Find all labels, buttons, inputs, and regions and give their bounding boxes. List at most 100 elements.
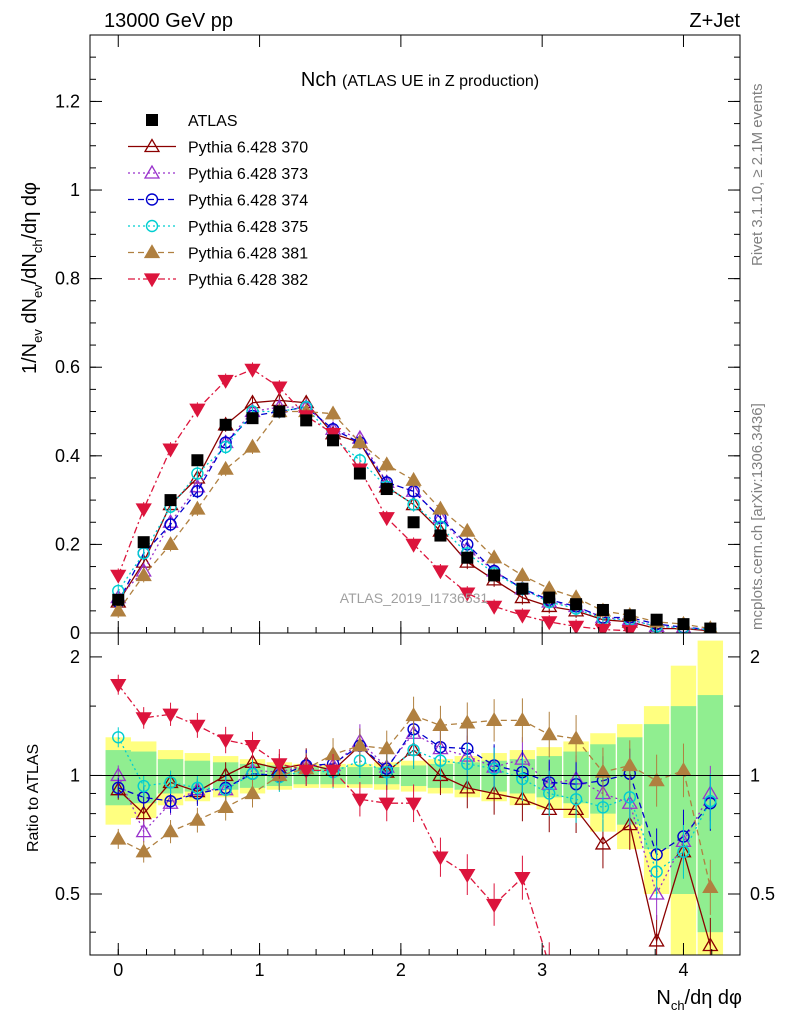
series-point	[162, 443, 179, 458]
legend-label: Pythia 6.428 374	[188, 193, 308, 210]
data-point	[543, 591, 556, 604]
ratio-point	[459, 779, 476, 794]
data-point	[516, 582, 529, 595]
series-point	[407, 485, 420, 498]
ratio-tick-label-right: 0.5	[750, 884, 775, 904]
series-point	[485, 549, 503, 564]
ratio-point	[596, 801, 610, 814]
data-point	[623, 609, 636, 622]
series-point	[271, 381, 288, 396]
legend-label: Pythia 6.428 382	[188, 272, 308, 289]
ratio-point	[459, 868, 476, 883]
ratio-point	[594, 835, 612, 850]
ratio-line	[118, 728, 711, 856]
y-tick-label: 0.2	[55, 534, 80, 554]
ratio-point	[485, 785, 503, 800]
ratio-point	[432, 851, 449, 866]
data-point	[219, 418, 232, 431]
ratio-point	[623, 791, 636, 804]
x-tick-label: 0	[113, 960, 123, 980]
ratio-point	[648, 885, 665, 900]
y-tick-label: 0.8	[55, 269, 80, 289]
ratio-point	[135, 843, 152, 858]
legend-label: ATLAS	[188, 113, 238, 130]
series-point	[217, 374, 234, 389]
ratio-point	[650, 865, 663, 878]
ratio-point	[217, 799, 234, 813]
main-panel-series	[110, 362, 718, 633]
ratio-point	[514, 712, 531, 727]
ratio-panel-series	[110, 674, 719, 955]
energy-label: 13000 GeV pp	[104, 10, 233, 32]
ratio-point	[244, 740, 261, 754]
ratio-point	[541, 726, 558, 741]
ratio-point	[271, 758, 288, 773]
rivet-label: Rivet 3.1.10, ≥ 2.1M events	[749, 84, 766, 267]
data-point	[137, 536, 150, 549]
legend-marker	[146, 114, 158, 126]
ratio-point	[110, 679, 127, 693]
ratio-point	[702, 937, 719, 952]
series-point	[541, 616, 558, 631]
ratio-point	[516, 772, 529, 786]
series-point	[459, 522, 476, 537]
data-point	[273, 405, 286, 418]
y-tick-label: 0.6	[55, 357, 80, 377]
legend-label: Pythia 6.428 375	[188, 219, 308, 236]
y-tick-label: 0	[70, 623, 80, 643]
ratio-point	[514, 790, 531, 805]
series-point	[189, 403, 206, 418]
series-point	[485, 600, 503, 615]
series-point	[191, 467, 204, 480]
ratio-y-axis-label: Ratio to ATLAS	[25, 744, 42, 852]
ratio-point	[112, 731, 125, 744]
ratio-point	[164, 795, 177, 808]
data-point	[164, 494, 177, 507]
ratio-point	[459, 714, 476, 729]
ratio-point	[485, 898, 503, 913]
series-point	[514, 589, 531, 604]
ratio-panel-frame	[89, 632, 741, 956]
data-point	[596, 603, 609, 616]
series-point	[219, 440, 232, 454]
ratio-point	[164, 776, 177, 789]
mcplots-label: mcplots.cern.ch [arXiv:1306.3436]	[749, 403, 766, 630]
ratio-point	[702, 879, 719, 893]
ratio-point	[135, 823, 152, 838]
data-point	[488, 569, 501, 582]
plot-title: Nch (ATLAS UE in Z production)	[301, 69, 539, 91]
series-point	[135, 567, 152, 582]
ratio-point	[217, 734, 234, 749]
series-point	[514, 609, 531, 624]
process-label: Z+Jet	[689, 10, 740, 32]
ratio-point	[135, 712, 152, 727]
legend-marker	[143, 244, 161, 259]
legend-label: Pythia 6.428 370	[188, 140, 308, 157]
series-point	[405, 538, 422, 553]
series-point	[244, 438, 261, 453]
ratio-point	[487, 762, 501, 775]
legend-label: Pythia 6.428 381	[188, 246, 308, 263]
series-point	[351, 434, 369, 449]
series-point	[110, 569, 127, 584]
ratio-point	[704, 795, 717, 808]
data-point	[407, 516, 420, 529]
ratio-point	[219, 783, 232, 796]
ratio-point	[405, 707, 422, 722]
series-point	[432, 565, 449, 580]
series-point	[378, 456, 395, 471]
ratio-point	[569, 793, 583, 806]
x-axis-label: Nch/dη dφ	[656, 987, 742, 1013]
data-point	[327, 434, 340, 447]
ratio-point	[407, 743, 420, 757]
series-point	[514, 567, 531, 582]
series-point	[459, 587, 476, 602]
axis-ticks: 0 1 2 3 4 0 0.2 0.4 0.6 0.8 1 1.2 0.5 0.5 1 1 2 2	[55, 35, 775, 980]
data-point	[112, 593, 125, 606]
ratio-point	[621, 757, 638, 772]
ratio-tick-label-right: 1	[750, 765, 760, 785]
series-point	[217, 460, 234, 475]
x-tick-label: 1	[255, 960, 265, 980]
ratio-tick-label-right: 2	[750, 647, 760, 667]
series-point	[137, 547, 150, 560]
